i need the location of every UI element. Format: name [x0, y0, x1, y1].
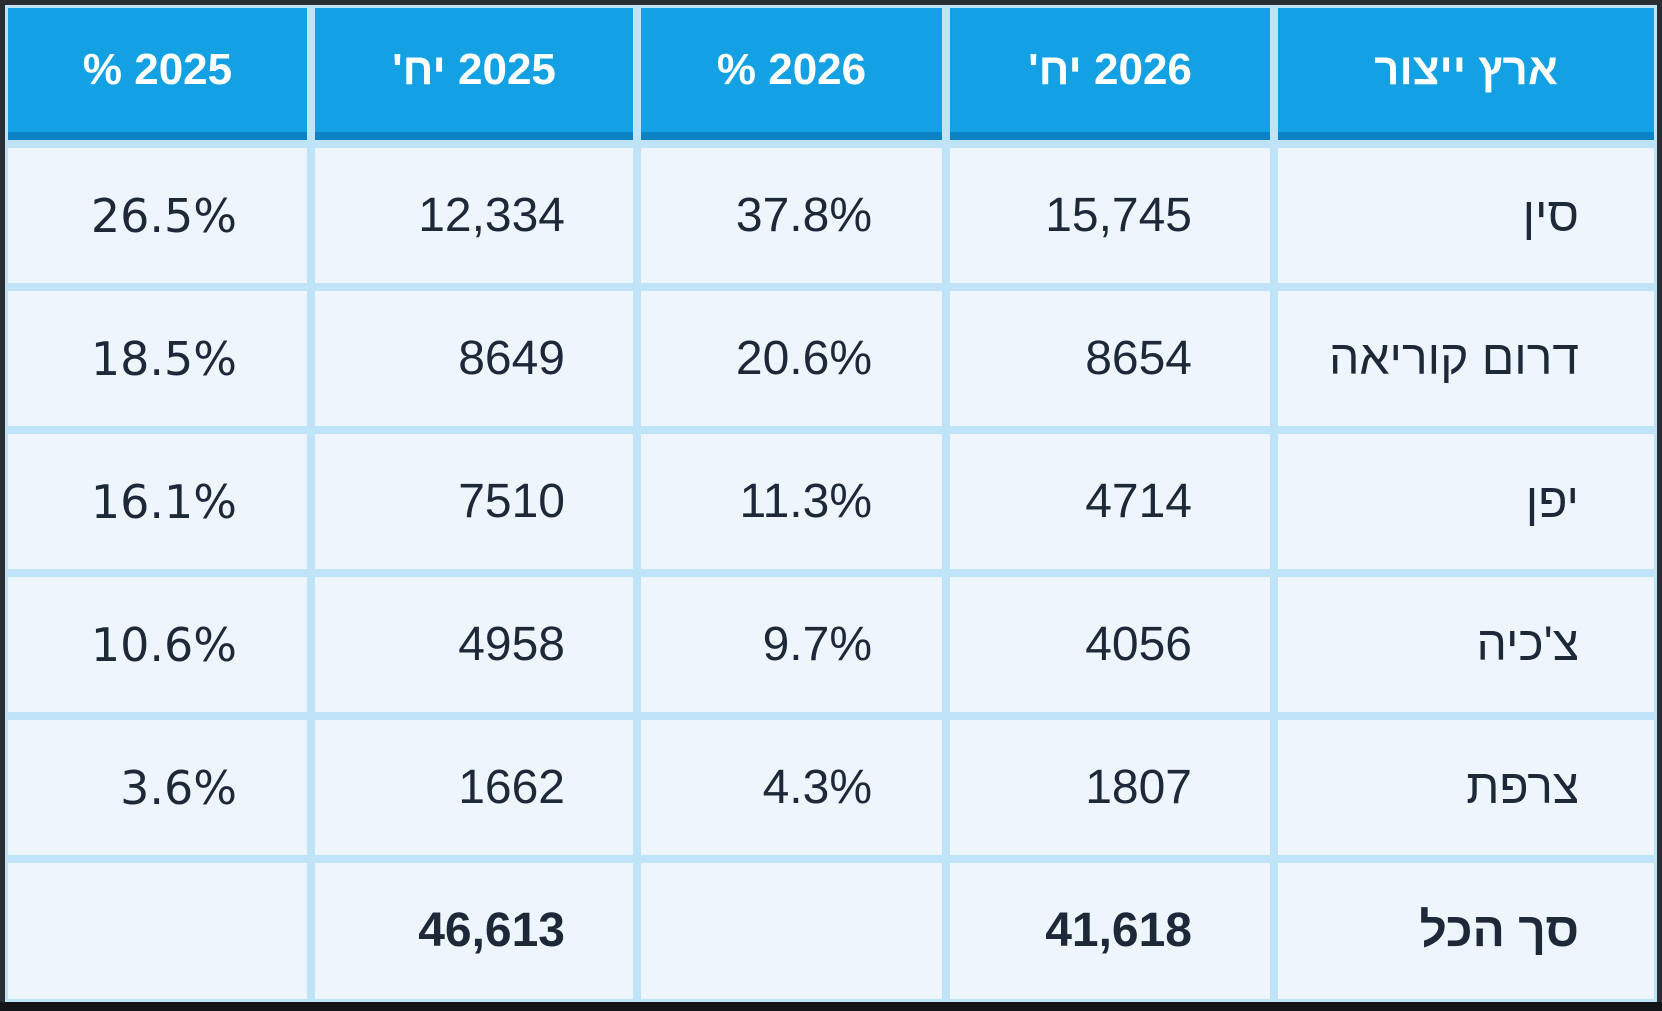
- pct-2026-value: 20.6%: [735, 331, 872, 385]
- cell-total-label: סך הכל: [1278, 863, 1654, 999]
- header-label-units-2026: 2026 יח': [1028, 45, 1192, 94]
- pct-2025-value: 3.6%: [120, 760, 237, 815]
- total-units-2025: 46,613: [418, 904, 565, 957]
- pct-2026-value: 4.3%: [762, 760, 872, 814]
- cell-country-row5: צרפת: [1278, 720, 1654, 855]
- cell-pct2025-row1: 26.5%: [8, 148, 307, 283]
- header-label-pct-2025: % 2025: [82, 45, 233, 94]
- cell-pct2025-row3: 16.1%: [8, 434, 307, 569]
- units-2026-value: 4056: [1085, 617, 1192, 671]
- header-label-units-2025: 2025 יח': [392, 45, 556, 94]
- units-2025-value: 1662: [458, 760, 565, 814]
- units-2026-value: 4714: [1085, 474, 1192, 528]
- units-2026-value: 1807: [1085, 760, 1192, 814]
- pct-2025-value: 10.6%: [90, 617, 237, 672]
- units-2025-value: 4958: [458, 617, 565, 671]
- cell-pct2025-row2: 18.5%: [8, 291, 307, 426]
- header-cell-units-2026: 2026 יח': [950, 8, 1270, 140]
- cell-units2026-row1: 15,745: [950, 148, 1270, 283]
- cell-total-units2025: 46,613: [315, 863, 633, 999]
- header-cell-pct-2025: % 2025: [8, 8, 307, 140]
- cell-units2026-row4: 4056: [950, 577, 1270, 712]
- cell-pct2026-row2: 20.6%: [641, 291, 942, 426]
- cell-pct2025-row5: 3.6%: [8, 720, 307, 855]
- cell-units2025-row5: 1662: [315, 720, 633, 855]
- header-cell-pct-2026: % 2026: [641, 8, 942, 140]
- window-frame-bottom: [0, 1002, 1662, 1011]
- header-cell-units-2025: 2025 יח': [315, 8, 633, 140]
- table-grid: ארץ ייצור 2026 יח' % 2026 2025 יח' % 202…: [8, 8, 1654, 999]
- cell-total-units2026: 41,618: [950, 863, 1270, 999]
- cell-units2026-row5: 1807: [950, 720, 1270, 855]
- cell-units2025-row1: 12,334: [315, 148, 633, 283]
- cell-country-row2: דרום קוריאה: [1278, 291, 1654, 426]
- cell-units2025-row4: 4958: [315, 577, 633, 712]
- cell-units2025-row2: 8649: [315, 291, 633, 426]
- pct-2026-value: 37.8%: [735, 188, 872, 242]
- pct-2025-value: 16.1%: [90, 474, 237, 529]
- header-label-pct-2026: % 2026: [716, 45, 867, 94]
- cell-pct2026-row4: 9.7%: [641, 577, 942, 712]
- pct-2025-value: 18.5%: [90, 331, 237, 386]
- production-by-country-table: ארץ ייצור 2026 יח' % 2026 2025 יח' % 202…: [5, 5, 1657, 1002]
- cell-pct2026-row1: 37.8%: [641, 148, 942, 283]
- pct-2026-value: 11.3%: [739, 474, 872, 528]
- total-units-2026: 41,618: [1045, 904, 1192, 957]
- country-name: צרפת: [1466, 760, 1579, 814]
- units-2025-value: 7510: [458, 474, 565, 528]
- cell-total-pct2025-empty: [8, 863, 307, 999]
- cell-pct2026-row5: 4.3%: [641, 720, 942, 855]
- units-2026-value: 15,745: [1045, 188, 1192, 242]
- cell-units2026-row3: 4714: [950, 434, 1270, 569]
- country-name: יפן: [1525, 474, 1579, 528]
- cell-units2025-row3: 7510: [315, 434, 633, 569]
- header-label-country: ארץ ייצור: [1374, 45, 1558, 94]
- cell-units2026-row2: 8654: [950, 291, 1270, 426]
- pct-2026-value: 9.7%: [762, 617, 872, 671]
- units-2025-value: 8649: [458, 331, 565, 385]
- units-2025-value: 12,334: [418, 188, 565, 242]
- country-name: דרום קוריאה: [1328, 331, 1579, 385]
- cell-pct2025-row4: 10.6%: [8, 577, 307, 712]
- pct-2025-value: 26.5%: [90, 188, 237, 243]
- cell-total-pct2026-empty: [641, 863, 942, 999]
- country-name: סין: [1522, 188, 1579, 242]
- cell-country-row4: צ'כיה: [1278, 577, 1654, 712]
- country-name: צ'כיה: [1476, 617, 1579, 671]
- total-label: סך הכל: [1419, 904, 1579, 957]
- units-2026-value: 8654: [1085, 331, 1192, 385]
- header-cell-country: ארץ ייצור: [1278, 8, 1654, 140]
- cell-pct2026-row3: 11.3%: [641, 434, 942, 569]
- cell-country-row1: סין: [1278, 148, 1654, 283]
- cell-country-row3: יפן: [1278, 434, 1654, 569]
